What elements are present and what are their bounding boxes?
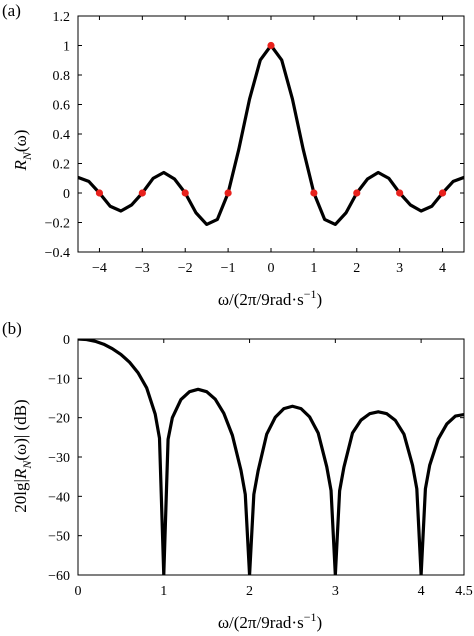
data-point-marker [396, 189, 404, 197]
x-tick-label: −3 [135, 261, 150, 276]
y-axis-label-sub: N [20, 460, 34, 470]
x-tick-label: 0 [75, 584, 82, 599]
data-point-marker [353, 189, 361, 197]
y-axis-label-sub: N [20, 151, 34, 161]
data-point-marker [224, 189, 232, 197]
y-tick-label: −30 [48, 451, 70, 466]
x-tick-label: −1 [221, 261, 236, 276]
x-tick-label: 3 [396, 261, 403, 276]
x-tick-label: 4 [418, 584, 425, 599]
panel-b-chart: (b) 0 1 2 3 4 4.5 −60 −50 −40 −30 −20 −10 0 ω/(2π/9rad… [2, 319, 473, 632]
x-tick-label: 3 [332, 584, 339, 599]
y-tick-label: 0.8 [53, 69, 71, 84]
y-tick-label: 0.4 [53, 128, 71, 143]
y-axis-label: RN(ω) [11, 130, 34, 172]
data-point-marker [181, 189, 189, 197]
y-tick-label: 1 [63, 40, 70, 55]
y-axis-label-rest: (ω) [11, 130, 30, 153]
y-axis-label-main: 20lg|R [11, 468, 30, 513]
y-tick-label: 0 [63, 333, 70, 348]
x-axis-label-main: ω/(2π/9rad·s [218, 290, 304, 309]
data-point-marker [438, 189, 447, 197]
x-axis-label: ω/(2π/9rad·s−1) [218, 287, 322, 309]
y-tick-label: −20 [48, 412, 70, 427]
data-point-marker [138, 189, 146, 197]
x-tick-label: 4 [439, 261, 446, 276]
y-axis-label: 20lg|RN(ω)| (dB) [11, 399, 34, 512]
x-tick-label: 1 [160, 584, 167, 599]
x-axis-label-main: ω/(2π/9rad·s [218, 613, 304, 632]
y-tick-label: 1.2 [53, 10, 71, 25]
x-axis-label-sup: −1 [304, 610, 317, 624]
y-tick-label: 0 [63, 187, 70, 202]
data-point-marker [310, 189, 318, 197]
x-axis-label-rest: ) [316, 290, 322, 309]
x-tick-label: 2 [353, 261, 360, 276]
y-tick-label: −40 [48, 490, 70, 505]
y-tick-label: −10 [48, 372, 70, 387]
plot-frame [77, 15, 465, 253]
y-axis-label-rest: (ω)| (dB) [11, 399, 30, 460]
x-tick-label: 0 [268, 261, 275, 276]
y-tick-label: 0.6 [53, 99, 71, 114]
y-axis-label-r: R [11, 468, 30, 480]
data-point-marker [267, 41, 275, 50]
x-tick-label: −2 [178, 261, 193, 276]
x-tick-label: 1 [310, 261, 317, 276]
series-line [78, 43, 464, 227]
y-tick-label: −50 [48, 530, 70, 545]
panel-label: (b) [2, 319, 22, 338]
series-line [78, 339, 464, 575]
y-tick-label: −0.4 [45, 246, 70, 261]
panel-label: (a) [2, 1, 21, 20]
x-axis-label-rest: ) [316, 613, 322, 632]
plot-frame [77, 338, 465, 576]
x-axis-label-sup: −1 [304, 287, 317, 301]
y-axis-label-main: R [11, 159, 30, 171]
y-tick-label: 0.2 [53, 158, 71, 173]
x-tick-label: −4 [92, 261, 107, 276]
y-axis-label-prefix: 20lg| [11, 479, 30, 513]
data-point-marker [95, 189, 104, 197]
x-axis-label: ω/(2π/9rad·s−1) [218, 610, 322, 632]
x-tick-label: 2 [246, 584, 253, 599]
panel-a-chart: (a) −4 −3 −2 −1 0 1 2 3 4 −0.4 −0.2 0 0.2 0.4 0.6 0.8 1 1.… [2, 1, 465, 309]
y-tick-label: −60 [48, 569, 70, 584]
x-tick-label: 4.5 [455, 584, 473, 599]
y-tick-label: −0.2 [45, 217, 70, 232]
